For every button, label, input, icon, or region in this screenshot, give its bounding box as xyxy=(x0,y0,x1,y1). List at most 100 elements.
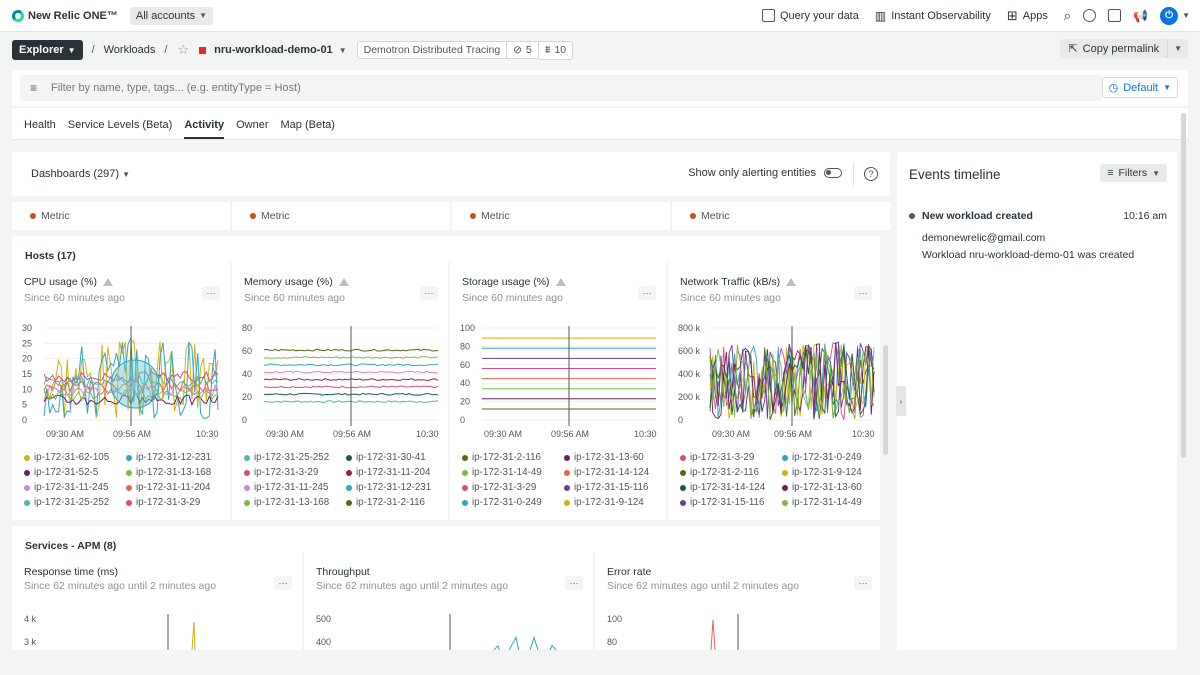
breadcrumb-workloads[interactable]: Workloads xyxy=(103,44,156,56)
more-options-button[interactable]: ··· xyxy=(854,286,872,300)
user-avatar-icon[interactable]: ⏻ xyxy=(1160,6,1179,25)
tab-owner[interactable]: Owner xyxy=(236,119,269,131)
new-relic-logo[interactable]: New Relic ONE™ xyxy=(12,9,118,22)
metric-cell: Metric xyxy=(452,202,670,230)
help-icon[interactable] xyxy=(1083,9,1097,22)
entity-name[interactable]: nru-workload-demo-01 xyxy=(214,44,333,56)
time-picker[interactable]: ◷ Default ▼ xyxy=(1101,77,1178,98)
legend-entry[interactable]: ip-172-31-13-168 xyxy=(244,497,342,508)
more-options-button[interactable]: ··· xyxy=(565,576,583,590)
service-chart-card[interactable]: Response time (ms) Since 62 minutes ago u… xyxy=(12,552,300,650)
page-scrollbar[interactable] xyxy=(1181,113,1186,458)
line-chart[interactable]: 800 k 600 k 400 k 200 k 0 09:30 AM 09:56 AM 10:… xyxy=(676,318,876,440)
content-scrollbar[interactable] xyxy=(883,345,888,455)
more-options-button[interactable]: ··· xyxy=(854,576,872,590)
legend-entry[interactable]: ip-172-31-15-116 xyxy=(680,497,778,508)
tab-health[interactable]: Health xyxy=(24,119,56,131)
legend-entry[interactable]: ip-172-31-11-245 xyxy=(244,482,342,493)
line-chart[interactable]: 4 k 3 k xyxy=(20,610,298,650)
chevron-down-icon[interactable]: ▼ xyxy=(338,45,347,55)
filters-button[interactable]: ≡ Filters ▼ xyxy=(1100,164,1167,182)
legend-entry[interactable]: ip-172-31-9-124 xyxy=(564,497,662,508)
legend-entry[interactable]: ip-172-31-12-231 xyxy=(126,452,224,463)
chevron-down-icon[interactable]: ▼ xyxy=(1182,11,1190,20)
legend-entry[interactable]: ip-172-31-2-116 xyxy=(462,452,560,463)
megaphone-icon[interactable]: 📢 xyxy=(1133,8,1149,23)
legend-entry[interactable]: ip-172-31-0-249 xyxy=(782,452,880,463)
explorer-button[interactable]: Explorer ▼ xyxy=(12,40,83,60)
legend-color-icon xyxy=(564,499,570,506)
legend-entry[interactable]: ip-172-31-3-29 xyxy=(126,497,224,508)
legend-entry[interactable]: ip-172-31-14-49 xyxy=(782,497,880,508)
filter-field[interactable]: ≡ xyxy=(20,75,1102,101)
account-name-pill[interactable]: Demotron Distributed Tracing xyxy=(356,41,508,59)
legend-entry[interactable]: ip-172-31-2-116 xyxy=(346,497,444,508)
host-chart-card[interactable]: Memory usage (%) Since 60 minutes ago ··· 8… xyxy=(230,262,446,520)
legend-color-icon xyxy=(244,484,250,491)
legend-entry[interactable]: ip-172-31-2-116 xyxy=(680,467,778,478)
legend-entry[interactable]: ip-172-31-62-105 xyxy=(24,452,122,463)
tab-map[interactable]: Map (Beta) xyxy=(280,119,335,131)
legend-entry[interactable]: ip-172-31-13-60 xyxy=(782,482,880,493)
y-tick-label: 80 xyxy=(242,323,252,333)
instant-observability-link[interactable]: ▥ Instant Observability xyxy=(874,8,991,23)
help-icon[interactable]: ? xyxy=(864,167,878,181)
search-icon[interactable]: ⌕ xyxy=(1063,7,1072,23)
favorite-star-icon[interactable]: ☆ xyxy=(177,42,190,57)
event-item[interactable]: New workload created 10:16 am demonewreli… xyxy=(909,210,1167,261)
legend-entry[interactable]: ip-172-31-15-116 xyxy=(564,482,662,493)
permalink-dropdown[interactable]: ▼ xyxy=(1167,39,1188,58)
query-your-data-link[interactable]: Query your data xyxy=(761,9,859,22)
host-chart-card[interactable]: Storage usage (%) Since 60 minutes ago ···… xyxy=(448,262,664,520)
dashboards-dropdown[interactable]: Dashboards (297) ▼ xyxy=(31,168,131,180)
line-chart[interactable]: 80 60 40 20 0 09:30 AM 09:56 AM 10:30 xyxy=(240,318,440,440)
legend-entry[interactable]: ip-172-31-9-124 xyxy=(782,467,880,478)
legend-entry[interactable]: ip-172-31-14-124 xyxy=(564,467,662,478)
filter-input[interactable] xyxy=(51,82,952,94)
legend-entry[interactable]: ip-172-31-30-41 xyxy=(346,452,444,463)
legend-entry[interactable]: ip-172-31-11-204 xyxy=(126,482,224,493)
more-options-button[interactable]: ··· xyxy=(638,286,656,300)
collapse-panel-handle[interactable]: › xyxy=(896,386,906,416)
y-tick-label: 30 xyxy=(22,323,32,333)
legend-entry[interactable]: ip-172-31-0-249 xyxy=(462,497,560,508)
legend-entry[interactable]: ip-172-31-3-29 xyxy=(244,467,342,478)
host-chart-card[interactable]: Network Traffic (kB/s) Since 60 minutes a… xyxy=(666,262,880,520)
legend-entry[interactable]: ip-172-31-3-29 xyxy=(680,452,778,463)
feedback-icon[interactable] xyxy=(1108,9,1122,22)
chevron-down-icon: ▼ xyxy=(1152,168,1160,178)
account-picker[interactable]: All accounts ▼ xyxy=(129,6,214,25)
host-chart-card[interactable]: CPU usage (%) Since 60 minutes ago ··· 30 25… xyxy=(12,262,228,520)
legend-entry[interactable]: ip-172-31-25-252 xyxy=(24,497,122,508)
entities-pill[interactable]: ⩩ 10 xyxy=(538,40,574,60)
services-title: Services - APM (8) xyxy=(25,540,117,552)
line-chart[interactable]: 30 25 20 15 10 5 0 09:30 AM 09:56 AM 10:30 xyxy=(20,318,220,440)
legend-entry[interactable]: ip-172-31-12-231 xyxy=(346,482,444,493)
more-options-button[interactable]: ··· xyxy=(420,286,438,300)
copy-permalink-button[interactable]: ⇱ Copy permalink xyxy=(1060,39,1168,58)
more-options-button[interactable]: ··· xyxy=(202,286,220,300)
legend-entry[interactable]: ip-172-31-13-168 xyxy=(126,467,224,478)
legend-entry[interactable]: ip-172-31-14-124 xyxy=(680,482,778,493)
alerting-toggle[interactable] xyxy=(824,168,842,178)
apps-link[interactable]: ⊞ Apps xyxy=(1006,7,1048,23)
x-tick-label: 09:30 AM xyxy=(46,429,84,439)
legend-entry[interactable]: ip-172-31-11-204 xyxy=(346,467,444,478)
legend-entry[interactable]: ip-172-31-25-252 xyxy=(244,452,342,463)
tab-service-levels[interactable]: Service Levels (Beta) xyxy=(67,119,173,131)
service-chart-card[interactable]: Throughput Since 62 minutes ago until 2 m… xyxy=(302,552,591,650)
metric-cell: Metric xyxy=(232,202,450,230)
tab-activity[interactable]: Activity xyxy=(184,119,225,139)
service-chart-card[interactable]: Error rate Since 62 minutes ago until 2 m… xyxy=(593,552,880,650)
y-tick-label: 60 xyxy=(460,360,470,370)
tags-pill[interactable]: ⊘ 5 xyxy=(507,41,539,59)
legend-entry[interactable]: ip-172-31-3-29 xyxy=(462,482,560,493)
legend-entry[interactable]: ip-172-31-11-245 xyxy=(24,482,122,493)
more-options-button[interactable]: ··· xyxy=(274,576,292,590)
legend-entry[interactable]: ip-172-31-14-49 xyxy=(462,467,560,478)
line-chart[interactable]: 100 80 60 40 20 0 09:30 AM 09:56 AM 10:30 xyxy=(458,318,658,440)
legend-entry[interactable]: ip-172-31-52-5 xyxy=(24,467,122,478)
legend-entry[interactable]: ip-172-31-13-60 xyxy=(564,452,662,463)
